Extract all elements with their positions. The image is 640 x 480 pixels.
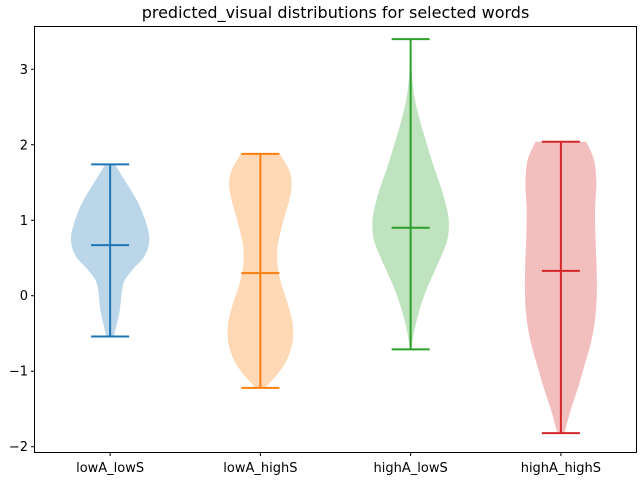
x-tick-label: highA_highS <box>521 461 601 476</box>
y-tick-label: −1 <box>9 365 28 380</box>
plot-frame <box>34 26 637 453</box>
x-tick-label: lowA_highS <box>223 461 297 476</box>
y-tick-label: −2 <box>9 440 28 455</box>
violins-layer <box>70 38 597 435</box>
y-tick-label: 2 <box>20 138 28 153</box>
x-tick-label: lowA_lowS <box>76 461 144 476</box>
chart-title: predicted_visual distributions for selec… <box>142 3 530 23</box>
x-axis: lowA_lowS lowA_highS highA_lowS highA_highS <box>76 452 601 476</box>
y-tick-label: 3 <box>20 63 28 78</box>
x-tick-label: highA_lowS <box>374 461 448 476</box>
y-tick-label: 0 <box>20 289 28 304</box>
y-tick-label: 1 <box>20 214 28 229</box>
y-axis: −2 −1 0 1 2 3 <box>9 63 35 455</box>
